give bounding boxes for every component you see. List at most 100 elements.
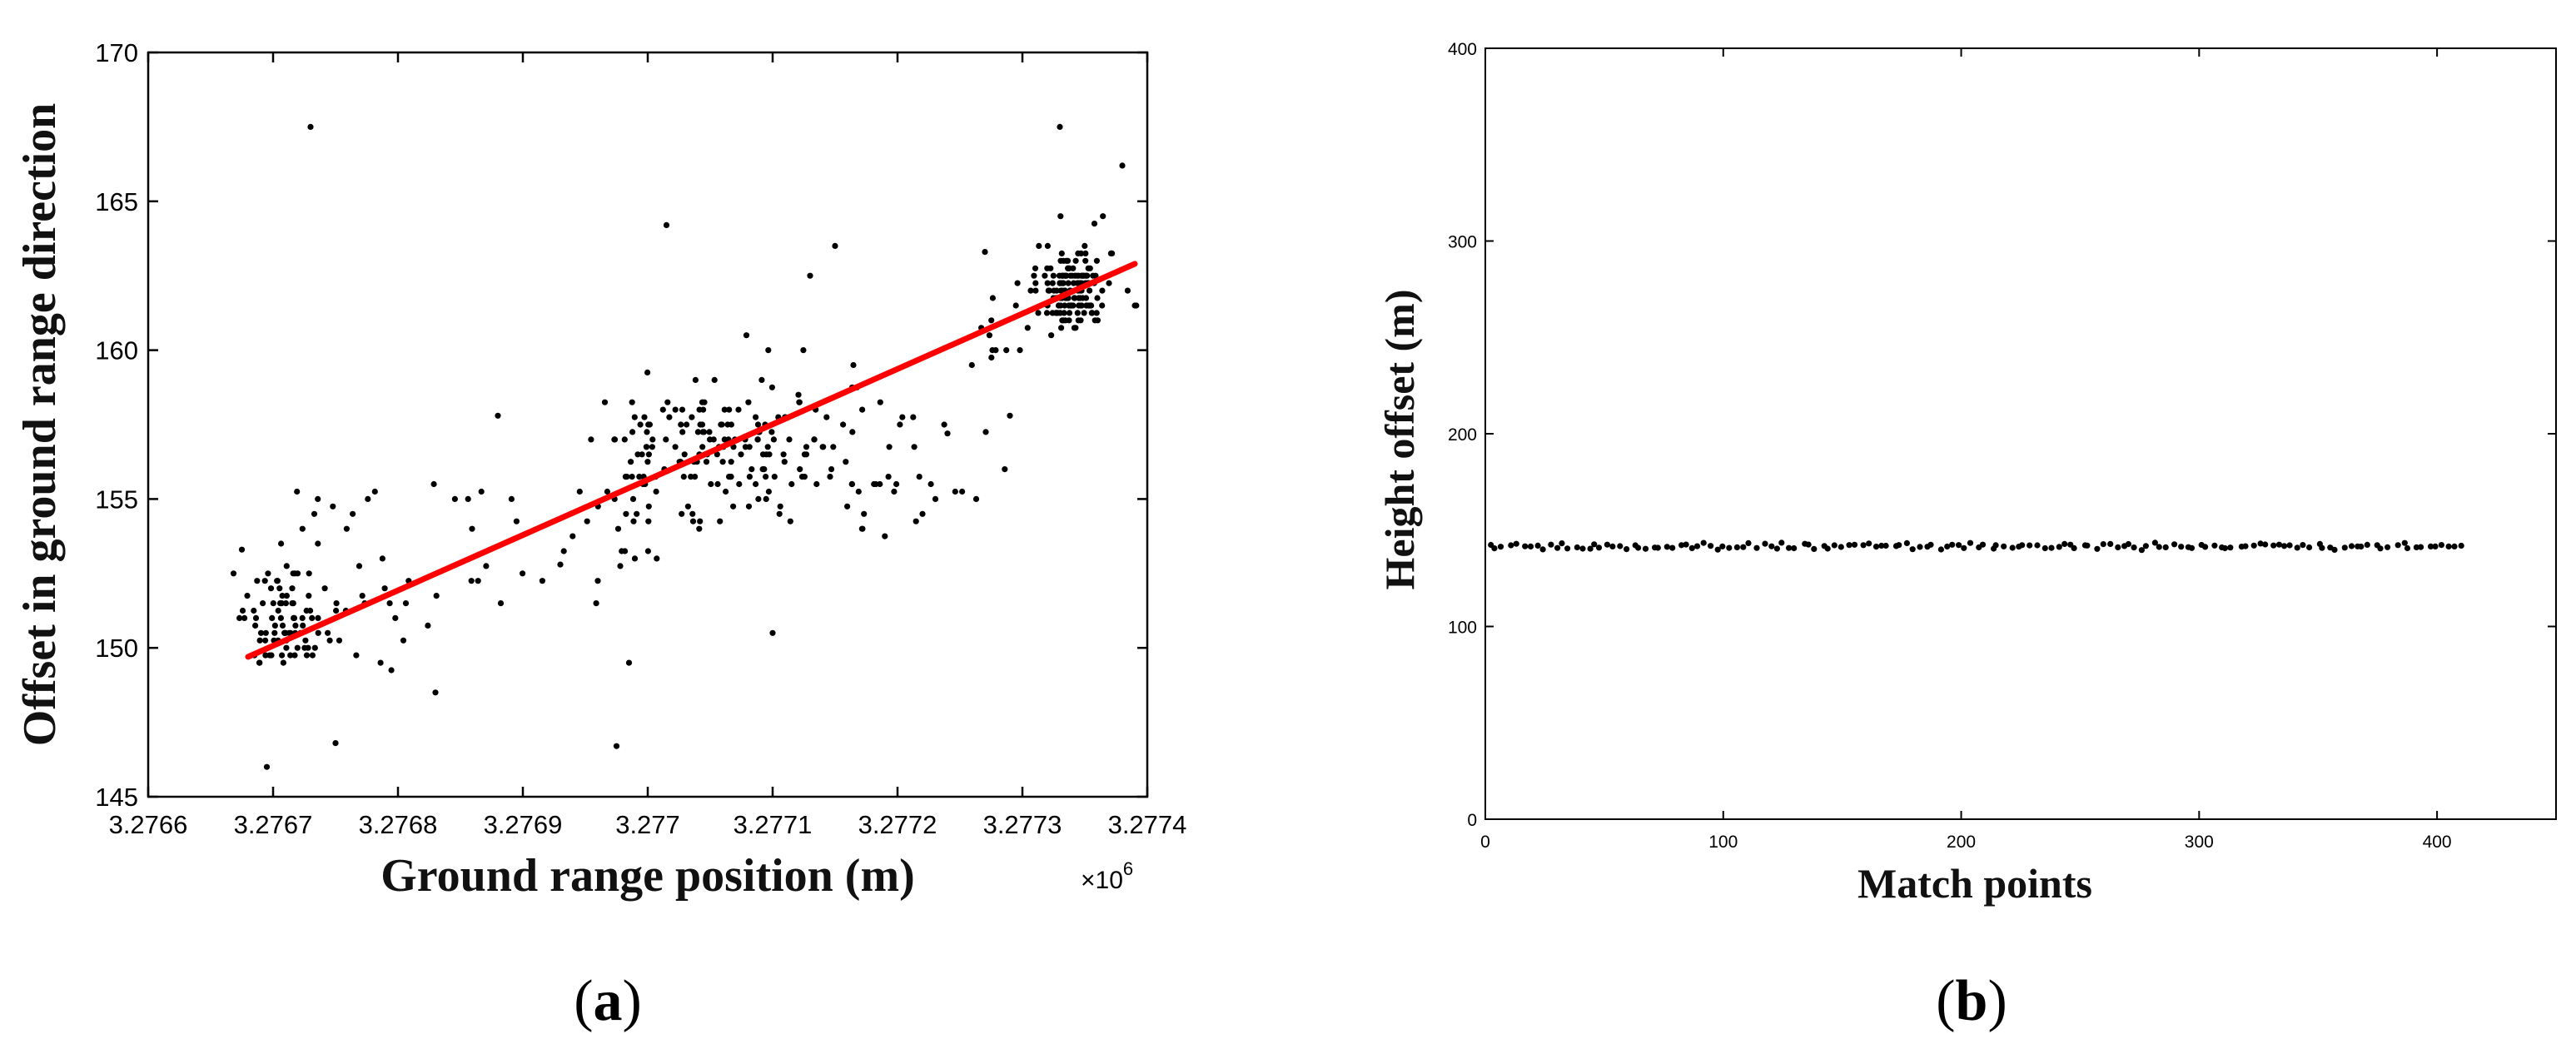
panel-b-data-point (2418, 544, 2424, 550)
panel-a-data-point (1131, 302, 1138, 309)
panel-b-data-point (1956, 542, 1962, 549)
panel-a-data-point (699, 399, 706, 405)
panel-a-data-point (622, 474, 629, 480)
panel-a-data-point (260, 600, 266, 607)
panel-b-data-point (2041, 544, 2048, 552)
panel-a-data-point (1107, 250, 1114, 256)
panel-b-data-point (1745, 539, 1752, 547)
panel-b-y-tick-label: 200 (1448, 425, 1477, 445)
panel-a-y-tick-label: 170 (95, 38, 138, 67)
panel-a-data-point (294, 488, 301, 495)
panel-b-data-point (1591, 541, 1598, 548)
panel-a-data-point (271, 622, 278, 629)
panel-a-data-point (679, 406, 686, 413)
panel-a-data-point (643, 444, 650, 450)
panel-a-data-point (283, 563, 290, 569)
panel-a-data-point (333, 607, 340, 614)
panel-a-data-point (636, 474, 643, 480)
panel-b-data-point (1753, 544, 1760, 551)
panel-a-data-point (1082, 242, 1088, 249)
panel-b-data-point (2257, 540, 2264, 547)
panel-a-data-point (289, 585, 296, 592)
panel-a-data-point (843, 459, 849, 465)
panel-a-x-tick-label: 3.2771 (734, 810, 813, 839)
panel-a-data-point (279, 652, 286, 659)
panel-a-data-point (1050, 272, 1057, 279)
panel-b-data-point (2056, 544, 2062, 550)
panel-a-data-point (593, 600, 599, 607)
panel-a-data-point (989, 295, 996, 301)
panel-b-data-point (2162, 544, 2169, 551)
panel-b-data-point (1917, 544, 1923, 550)
panel-a-data-point (871, 480, 878, 488)
panel-a-data-point (645, 503, 652, 510)
panel-a-data-point (1119, 162, 1126, 169)
panel-b-data-point (1617, 543, 1624, 549)
panel-a-data-point (666, 414, 673, 420)
panel-a-data-point (718, 421, 724, 428)
panel-b-points (1488, 539, 2464, 554)
panel-b-data-point (1604, 541, 1610, 548)
panel-b-data-point (2377, 545, 2384, 552)
panel-a-data-point (644, 459, 651, 465)
panel-b-y-tick-label: 300 (1448, 233, 1477, 252)
panel-a-data-point (1085, 265, 1092, 271)
panel-a-data-point (520, 570, 526, 577)
panel-a-data-point (803, 451, 810, 458)
panel-a-data-point (1091, 221, 1098, 227)
panel-a-data-point (604, 488, 611, 495)
panel-a-data-point (306, 593, 312, 599)
panel-b-x-axis-label: Match points (1857, 860, 2092, 907)
panel-a-data-point (882, 533, 888, 539)
panel-a-data-point (629, 399, 635, 405)
panel-b-data-point (1554, 544, 1561, 551)
panel-a-data-point (263, 763, 271, 770)
panel-a-data-point (315, 629, 321, 636)
panel-b-data-point (1811, 545, 1818, 553)
panel-a-data-point (359, 593, 366, 599)
panel-b-data-point (2071, 544, 2077, 552)
panel-b-data-point (1903, 539, 1910, 547)
panel-a-data-point (628, 459, 634, 465)
panel-a-data-point (1068, 302, 1075, 309)
panel-a-data-point (982, 429, 989, 435)
panel-b-plot-frame (1484, 47, 2557, 820)
panel-a-data-point (1045, 287, 1052, 294)
panel-a-data-point (1072, 257, 1079, 264)
panel-a-data-point (271, 629, 278, 636)
panel-a-data-point (279, 593, 286, 599)
panel-a-data-point (910, 414, 917, 420)
panel-a-data-point (717, 518, 724, 524)
panel-a-fit-line (245, 261, 1138, 660)
panel-a-data-point (678, 421, 684, 428)
panel-a-data-point (241, 614, 248, 622)
panel-b-data-point (1872, 544, 1880, 550)
panel-a-data-point (1002, 466, 1008, 473)
panel-a-data-point (303, 652, 311, 659)
panel-a-data-point (629, 474, 635, 480)
panel-a-y-axis-label: Offset in ground range direction (14, 103, 66, 747)
panel-a-data-point (430, 480, 437, 488)
panel-b-label: (b) (1936, 969, 2007, 1033)
panel-a-data-point (828, 466, 835, 473)
panel-a-data-point (614, 525, 622, 532)
panel-b-data-point (2404, 544, 2411, 552)
panel-a-data-point (916, 474, 922, 480)
panel-b-data-point (1688, 544, 1695, 552)
panel-a-data-point (1036, 242, 1042, 249)
panel-a-data-point (371, 488, 378, 495)
panel-a-data-point (584, 518, 590, 524)
panel-a-x-multiplier: ×106 (1081, 858, 1133, 894)
panel-b-data-point (1513, 540, 1519, 547)
panel-a-data-point (432, 689, 439, 696)
panel-b-data-point (1609, 543, 1616, 550)
panel-a-data-point (855, 488, 862, 495)
panel-b-data-point (1527, 543, 1534, 550)
panel-b-data-point (1714, 546, 1721, 553)
panel-a-data-point (1007, 412, 1013, 419)
panel-a-x-tick-label: 3.277 (615, 810, 680, 839)
panel-a-data-point (988, 354, 995, 361)
panel-a-data-point (1056, 272, 1063, 279)
panel-a-data-point (913, 518, 919, 524)
panel-a-data-point (897, 421, 903, 428)
